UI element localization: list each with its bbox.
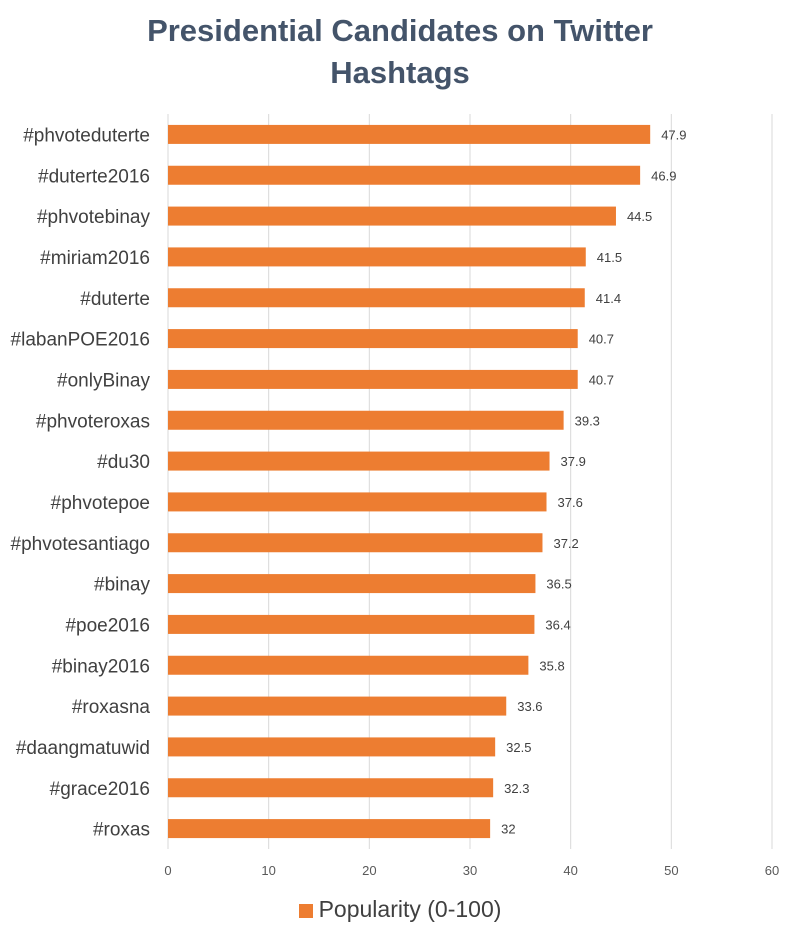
category-label: #daangmatuwid — [16, 738, 150, 759]
category-label: #miriam2016 — [40, 248, 150, 269]
bar — [168, 288, 585, 308]
bar — [168, 737, 496, 757]
category-label: #phvotesantiago — [11, 534, 150, 555]
data-label: 36.5 — [546, 577, 571, 592]
bar — [168, 165, 641, 185]
chart-title-line-1: Presidential Candidates on Twitter — [147, 13, 653, 48]
bar — [168, 574, 536, 594]
category-label: #phvoteduterte — [23, 125, 150, 146]
bar — [168, 533, 543, 553]
bar — [168, 696, 507, 716]
category-label: #phvoteroxas — [36, 411, 150, 432]
data-label: 41.5 — [597, 250, 622, 265]
legend-label: Popularity (0-100) — [318, 896, 502, 922]
chart-title: Presidential Candidates on Twitter Hasht… — [0, 10, 800, 94]
bar — [168, 451, 550, 471]
bar — [168, 614, 535, 634]
category-label: #du30 — [97, 452, 150, 473]
bar — [168, 819, 491, 839]
data-label: 32.3 — [504, 781, 529, 796]
data-label: 41.4 — [596, 291, 621, 306]
category-label: #binay — [94, 575, 150, 596]
data-label: 37.2 — [553, 536, 578, 551]
data-label: 46.9 — [651, 168, 676, 183]
category-label: #phvotebinay — [37, 207, 151, 228]
data-label: 40.7 — [589, 332, 614, 347]
data-label: 40.7 — [589, 372, 614, 387]
data-label: 33.6 — [517, 699, 542, 714]
legend: Popularity (0-100) — [0, 896, 800, 923]
data-label: 36.4 — [545, 617, 570, 632]
data-label: 39.3 — [575, 413, 600, 428]
category-label: #duterte2016 — [38, 166, 150, 187]
category-label: #roxasna — [72, 697, 151, 718]
bar — [168, 329, 578, 349]
category-label: #duterte — [80, 289, 150, 310]
data-label: 35.8 — [539, 658, 564, 673]
bar — [168, 410, 564, 430]
data-label: 44.5 — [627, 209, 652, 224]
x-tick-label: 40 — [563, 863, 577, 878]
category-label: #phvotepoe — [51, 493, 150, 514]
category-label: #binay2016 — [52, 656, 150, 677]
data-label: 32 — [501, 822, 515, 837]
category-label: #onlyBinay — [57, 370, 150, 391]
category-label: #poe2016 — [65, 615, 150, 636]
bar — [168, 778, 494, 798]
data-label: 37.9 — [561, 454, 586, 469]
bar — [168, 369, 578, 389]
bar — [168, 492, 547, 512]
data-label: 32.5 — [506, 740, 531, 755]
category-label: #grace2016 — [50, 779, 150, 800]
x-tick-label: 60 — [765, 863, 779, 878]
x-tick-label: 50 — [664, 863, 678, 878]
x-tick-label: 30 — [463, 863, 477, 878]
x-tick-label: 0 — [164, 863, 171, 878]
bar — [168, 247, 586, 267]
x-tick-label: 10 — [261, 863, 275, 878]
category-label: #roxas — [93, 820, 150, 841]
bar — [168, 124, 651, 144]
category-label: #labanPOE2016 — [11, 330, 150, 351]
x-tick-label: 20 — [362, 863, 376, 878]
legend-swatch — [298, 904, 313, 918]
bar — [168, 206, 616, 226]
data-label: 47.9 — [661, 127, 686, 142]
data-label: 37.6 — [558, 495, 583, 510]
bar — [168, 655, 529, 675]
chart-title-line-2: Hashtags — [330, 55, 470, 90]
